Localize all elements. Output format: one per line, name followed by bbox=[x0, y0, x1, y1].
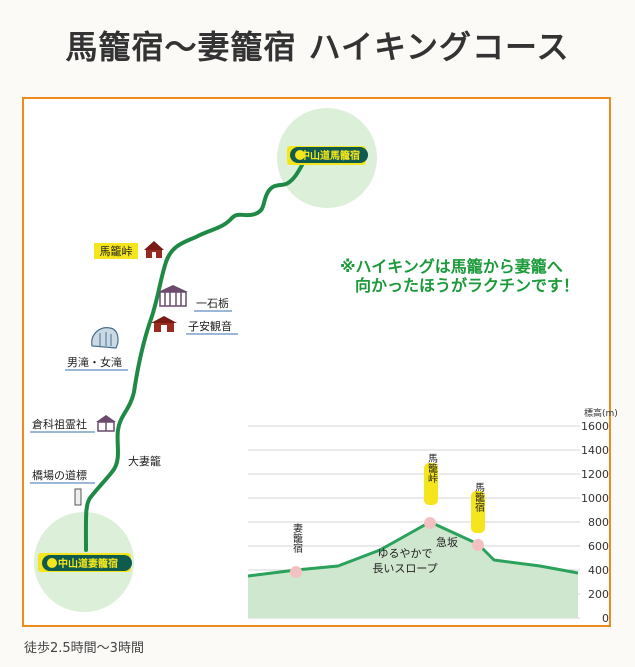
tick-label: 0 bbox=[602, 612, 609, 625]
kurashina-label: 倉科祖霊社 bbox=[32, 417, 87, 431]
falls-label: 男滝・女滝 bbox=[67, 355, 122, 369]
koyasu-label: 子安観音 bbox=[188, 319, 232, 333]
tick-label: 600 bbox=[588, 540, 609, 553]
tsumago-end-badge: 中山道妻籠宿 bbox=[38, 553, 132, 572]
tick-label: 200 bbox=[588, 588, 609, 601]
waterfall-icon bbox=[91, 327, 119, 349]
magome-profile-highlight bbox=[471, 491, 485, 533]
pass-point bbox=[424, 517, 436, 529]
pass-profile-highlight bbox=[424, 463, 438, 505]
note-line-2: 向かったほうがラクチンです！ bbox=[355, 276, 579, 295]
ichikoku-label: 一石栃 bbox=[196, 296, 229, 310]
tsumago-profile-label: 妻籠宿 bbox=[291, 522, 303, 554]
signpost-icon bbox=[74, 488, 82, 506]
tsumago-end-label: 中山道妻籠宿 bbox=[58, 557, 118, 570]
terrain-area bbox=[248, 522, 578, 618]
note-line-1: ※ハイキングは馬籠から妻籠へ bbox=[340, 257, 563, 276]
magome-start-badge: 中山道馬籠宿 bbox=[287, 146, 368, 165]
tick-label: 1000 bbox=[581, 492, 609, 505]
page-title: 馬籠宿〜妻籠宿 ハイキングコース bbox=[65, 28, 570, 66]
teahouse-icon bbox=[144, 241, 164, 258]
axis-unit-label: 標高(m) bbox=[584, 407, 618, 419]
ichikoku-house-icon bbox=[158, 285, 188, 307]
hiking-route bbox=[83, 158, 307, 552]
magome-pass-label: 馬籠峠 bbox=[100, 244, 133, 258]
tick-label: 1200 bbox=[581, 468, 609, 481]
tick-label: 1400 bbox=[581, 444, 609, 457]
steep-slope-label: 急坂 bbox=[436, 535, 458, 549]
shrine-icon bbox=[96, 415, 116, 432]
koyasu-temple-icon bbox=[151, 316, 177, 332]
tick-label: 400 bbox=[588, 564, 609, 577]
tsumago-point bbox=[290, 566, 302, 578]
magome-pass-highlight bbox=[94, 243, 138, 259]
elevation-profile: 標高(m) 1600 1400 1200 1000 800 600 400 20… bbox=[247, 407, 618, 625]
tick-label: 1600 bbox=[581, 420, 609, 433]
ootsumago-label: 大妻籠 bbox=[128, 454, 161, 468]
tick-label: 800 bbox=[588, 516, 609, 529]
walking-time: 徒歩2.5時間〜3時間 bbox=[24, 641, 144, 656]
magome-profile-label: 馬籠宿 bbox=[473, 482, 485, 513]
magome-start-label: 中山道馬籠宿 bbox=[300, 149, 360, 162]
hashiba-label: 橋場の道標 bbox=[32, 468, 87, 482]
gentle-slope-line-2: 長いスロープ bbox=[372, 562, 437, 575]
magome-point bbox=[472, 539, 484, 551]
gentle-slope-line-1: ゆるやかで bbox=[378, 547, 433, 560]
pass-profile-label: 馬籠峠 bbox=[426, 453, 438, 484]
